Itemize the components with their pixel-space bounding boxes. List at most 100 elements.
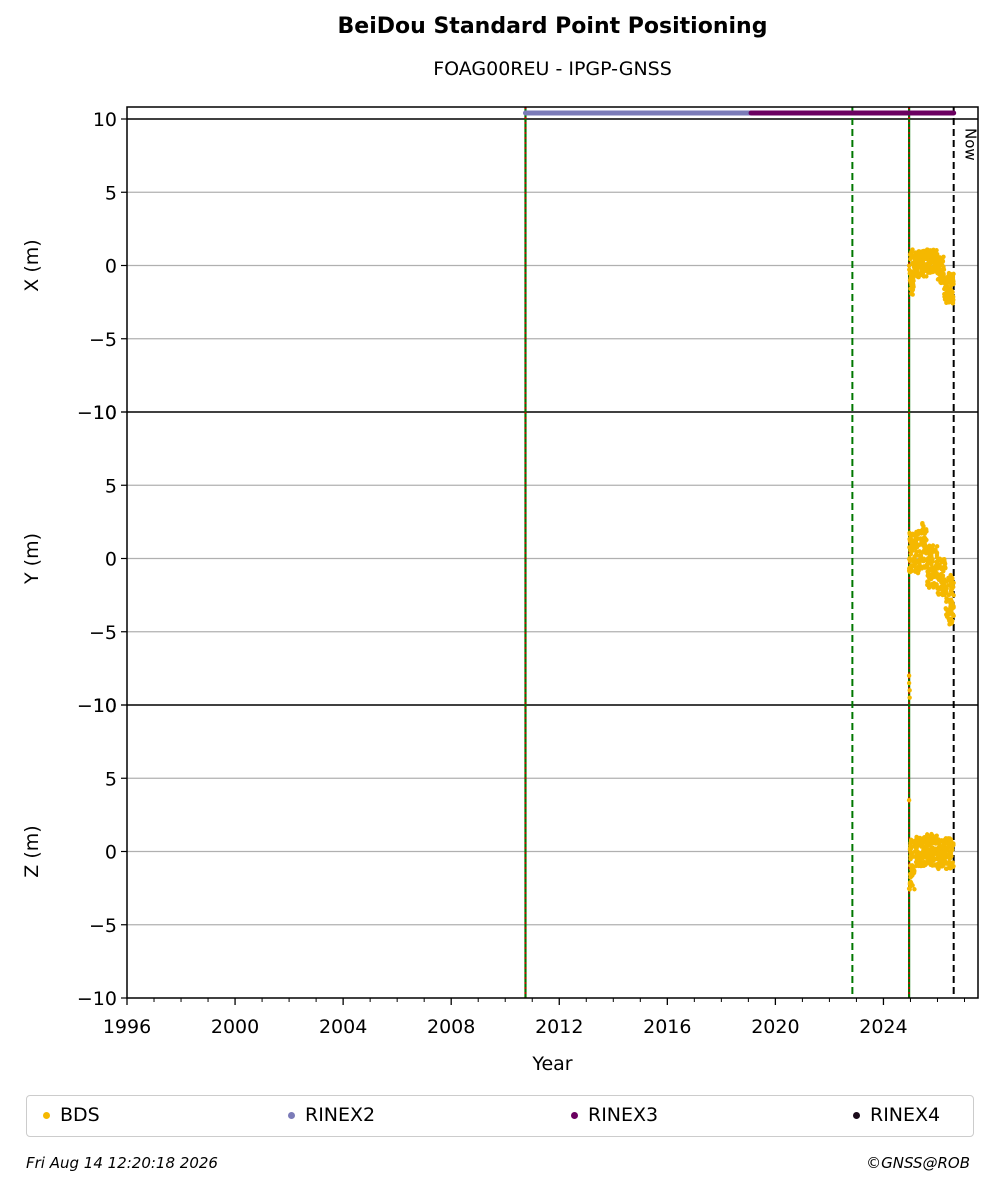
y-tick-label-2-2: 0 — [105, 842, 117, 864]
bds-point-1-98 — [912, 554, 917, 559]
bds-point-2-38 — [908, 843, 914, 849]
bds-point-0-221 — [930, 253, 936, 259]
y-tick-label-1-1: 5 — [105, 475, 117, 497]
bds-point-2-40 — [909, 867, 914, 872]
bds-point-2-229 — [930, 858, 936, 863]
y-tick-label-0-4: −10 — [77, 402, 117, 424]
bds-point-1-282 — [936, 591, 941, 597]
bds-outlier-1-0 — [906, 673, 912, 678]
x-tick-label-1: 2000 — [211, 1016, 259, 1038]
bds-point-0-141 — [920, 258, 925, 263]
bds-point-1-352 — [945, 609, 950, 614]
y-tick-label-2-3: −5 — [89, 915, 117, 937]
bds-point-0-137 — [915, 254, 920, 259]
bds-point-1-228 — [926, 560, 931, 565]
legend-item-rinex2: RINEX2 — [288, 1104, 375, 1126]
bds-point-1-286 — [936, 587, 942, 592]
bds-point-2-226 — [926, 837, 931, 843]
bds-point-2-140 — [919, 844, 924, 849]
legend-label-rinex4: RINEX4 — [870, 1104, 941, 1126]
bds-point-0-354 — [944, 275, 950, 280]
x-tick-label-7: 2024 — [859, 1016, 907, 1038]
bds-point-1-217 — [934, 550, 939, 555]
bds-point-0-285 — [938, 270, 943, 275]
bds-point-1-45 — [908, 551, 914, 557]
y-tick-label-2-1: 5 — [105, 768, 117, 790]
bds-point-1-287 — [942, 561, 948, 567]
bds-point-1-361 — [951, 580, 956, 586]
bds-point-2-358 — [939, 863, 944, 868]
bds-point-0-349 — [950, 301, 955, 306]
chart-subtitle: FOAG00REU - IPGP-GNSS — [433, 58, 672, 80]
bds-point-2-213 — [930, 863, 935, 868]
y-axis-label-2: Z (m) — [21, 825, 43, 877]
y-tick-label-2-4: −10 — [77, 988, 117, 1010]
bds-point-0-344 — [949, 288, 954, 294]
bds-point-1-221 — [932, 572, 938, 578]
x-tick-label-4: 2012 — [535, 1016, 583, 1038]
bds-point-0-226 — [926, 270, 931, 275]
bds-point-0-277 — [941, 254, 946, 259]
y-tick-label-2-0: 10 — [93, 695, 117, 717]
bds-outlier-1-1 — [906, 680, 912, 686]
bds-point-1-222 — [927, 583, 933, 589]
bds-point-2-355 — [948, 862, 954, 867]
bds-point-1-97 — [917, 556, 923, 562]
bds-point-1-128 — [920, 526, 926, 532]
bds-point-1-281 — [937, 564, 943, 569]
bds-outlier-1-2 — [907, 688, 912, 693]
bds-point-0-283 — [937, 264, 942, 269]
bds-point-1-89 — [915, 536, 921, 541]
bds-point-2-335 — [951, 842, 956, 848]
bds-point-0-119 — [912, 257, 918, 263]
bds-point-0-142 — [916, 271, 921, 277]
legend-item-rinex3: RINEX3 — [571, 1104, 658, 1126]
bds-point-1-93 — [913, 558, 919, 564]
y-axis-label-0: X (m) — [21, 239, 43, 291]
y-tick-label-0-0: 10 — [93, 109, 117, 131]
y-tick-label-1-0: 10 — [93, 402, 117, 424]
bds-point-2-350 — [935, 864, 940, 870]
bds-point-0-340 — [950, 294, 956, 300]
bds-point-0-351 — [946, 300, 952, 305]
footer-credit: ©GNSS@ROB — [866, 1154, 970, 1172]
bds-point-0-31 — [910, 292, 915, 297]
bds-point-2-352 — [936, 845, 941, 850]
x-tick-label-6: 2020 — [751, 1016, 799, 1038]
bds-point-2-360 — [937, 840, 942, 845]
legend: BDS RINEX2 RINEX3 RINEX4 — [26, 1095, 974, 1137]
y-tick-label-0-3: −5 — [89, 329, 117, 351]
bds-point-2-225 — [925, 852, 931, 858]
bds-point-1-230 — [925, 545, 930, 550]
bds-outlier-1-3 — [907, 695, 912, 700]
bds-point-0-41 — [907, 269, 913, 274]
bds-point-1-227 — [931, 580, 937, 586]
bds-point-2-339 — [944, 847, 950, 852]
bds-point-1-70 — [908, 537, 913, 543]
bds-point-1-80 — [910, 548, 915, 553]
bds-point-1-74 — [909, 563, 914, 568]
bds-point-0-40 — [909, 249, 914, 254]
bds-point-2-298 — [948, 866, 953, 871]
bds-point-1-126 — [924, 527, 929, 532]
bds-point-2-33 — [908, 863, 913, 868]
bds-point-1-351 — [944, 599, 949, 604]
bds-point-2-19 — [912, 887, 917, 892]
bds-point-1-225 — [926, 574, 931, 579]
bds-point-2-346 — [942, 855, 948, 860]
now-label: Now — [962, 128, 980, 161]
legend-marker-rinex2 — [288, 1111, 295, 1119]
bds-point-1-362 — [949, 585, 954, 591]
bds-point-0-33 — [909, 282, 914, 288]
bds-point-0-35 — [909, 254, 915, 259]
legend-label-bds: BDS — [60, 1104, 100, 1126]
bds-point-0-39 — [910, 279, 915, 284]
bds-point-1-292 — [943, 565, 948, 571]
bds-outlier-2-0 — [906, 798, 912, 803]
bds-point-2-218 — [925, 860, 930, 865]
bds-point-2-128 — [920, 855, 926, 861]
bds-point-1-331 — [944, 586, 949, 591]
chart-title: BeiDou Standard Point Positioning — [337, 14, 768, 39]
legend-item-bds: BDS — [43, 1104, 100, 1126]
bds-point-0-30 — [908, 286, 913, 291]
